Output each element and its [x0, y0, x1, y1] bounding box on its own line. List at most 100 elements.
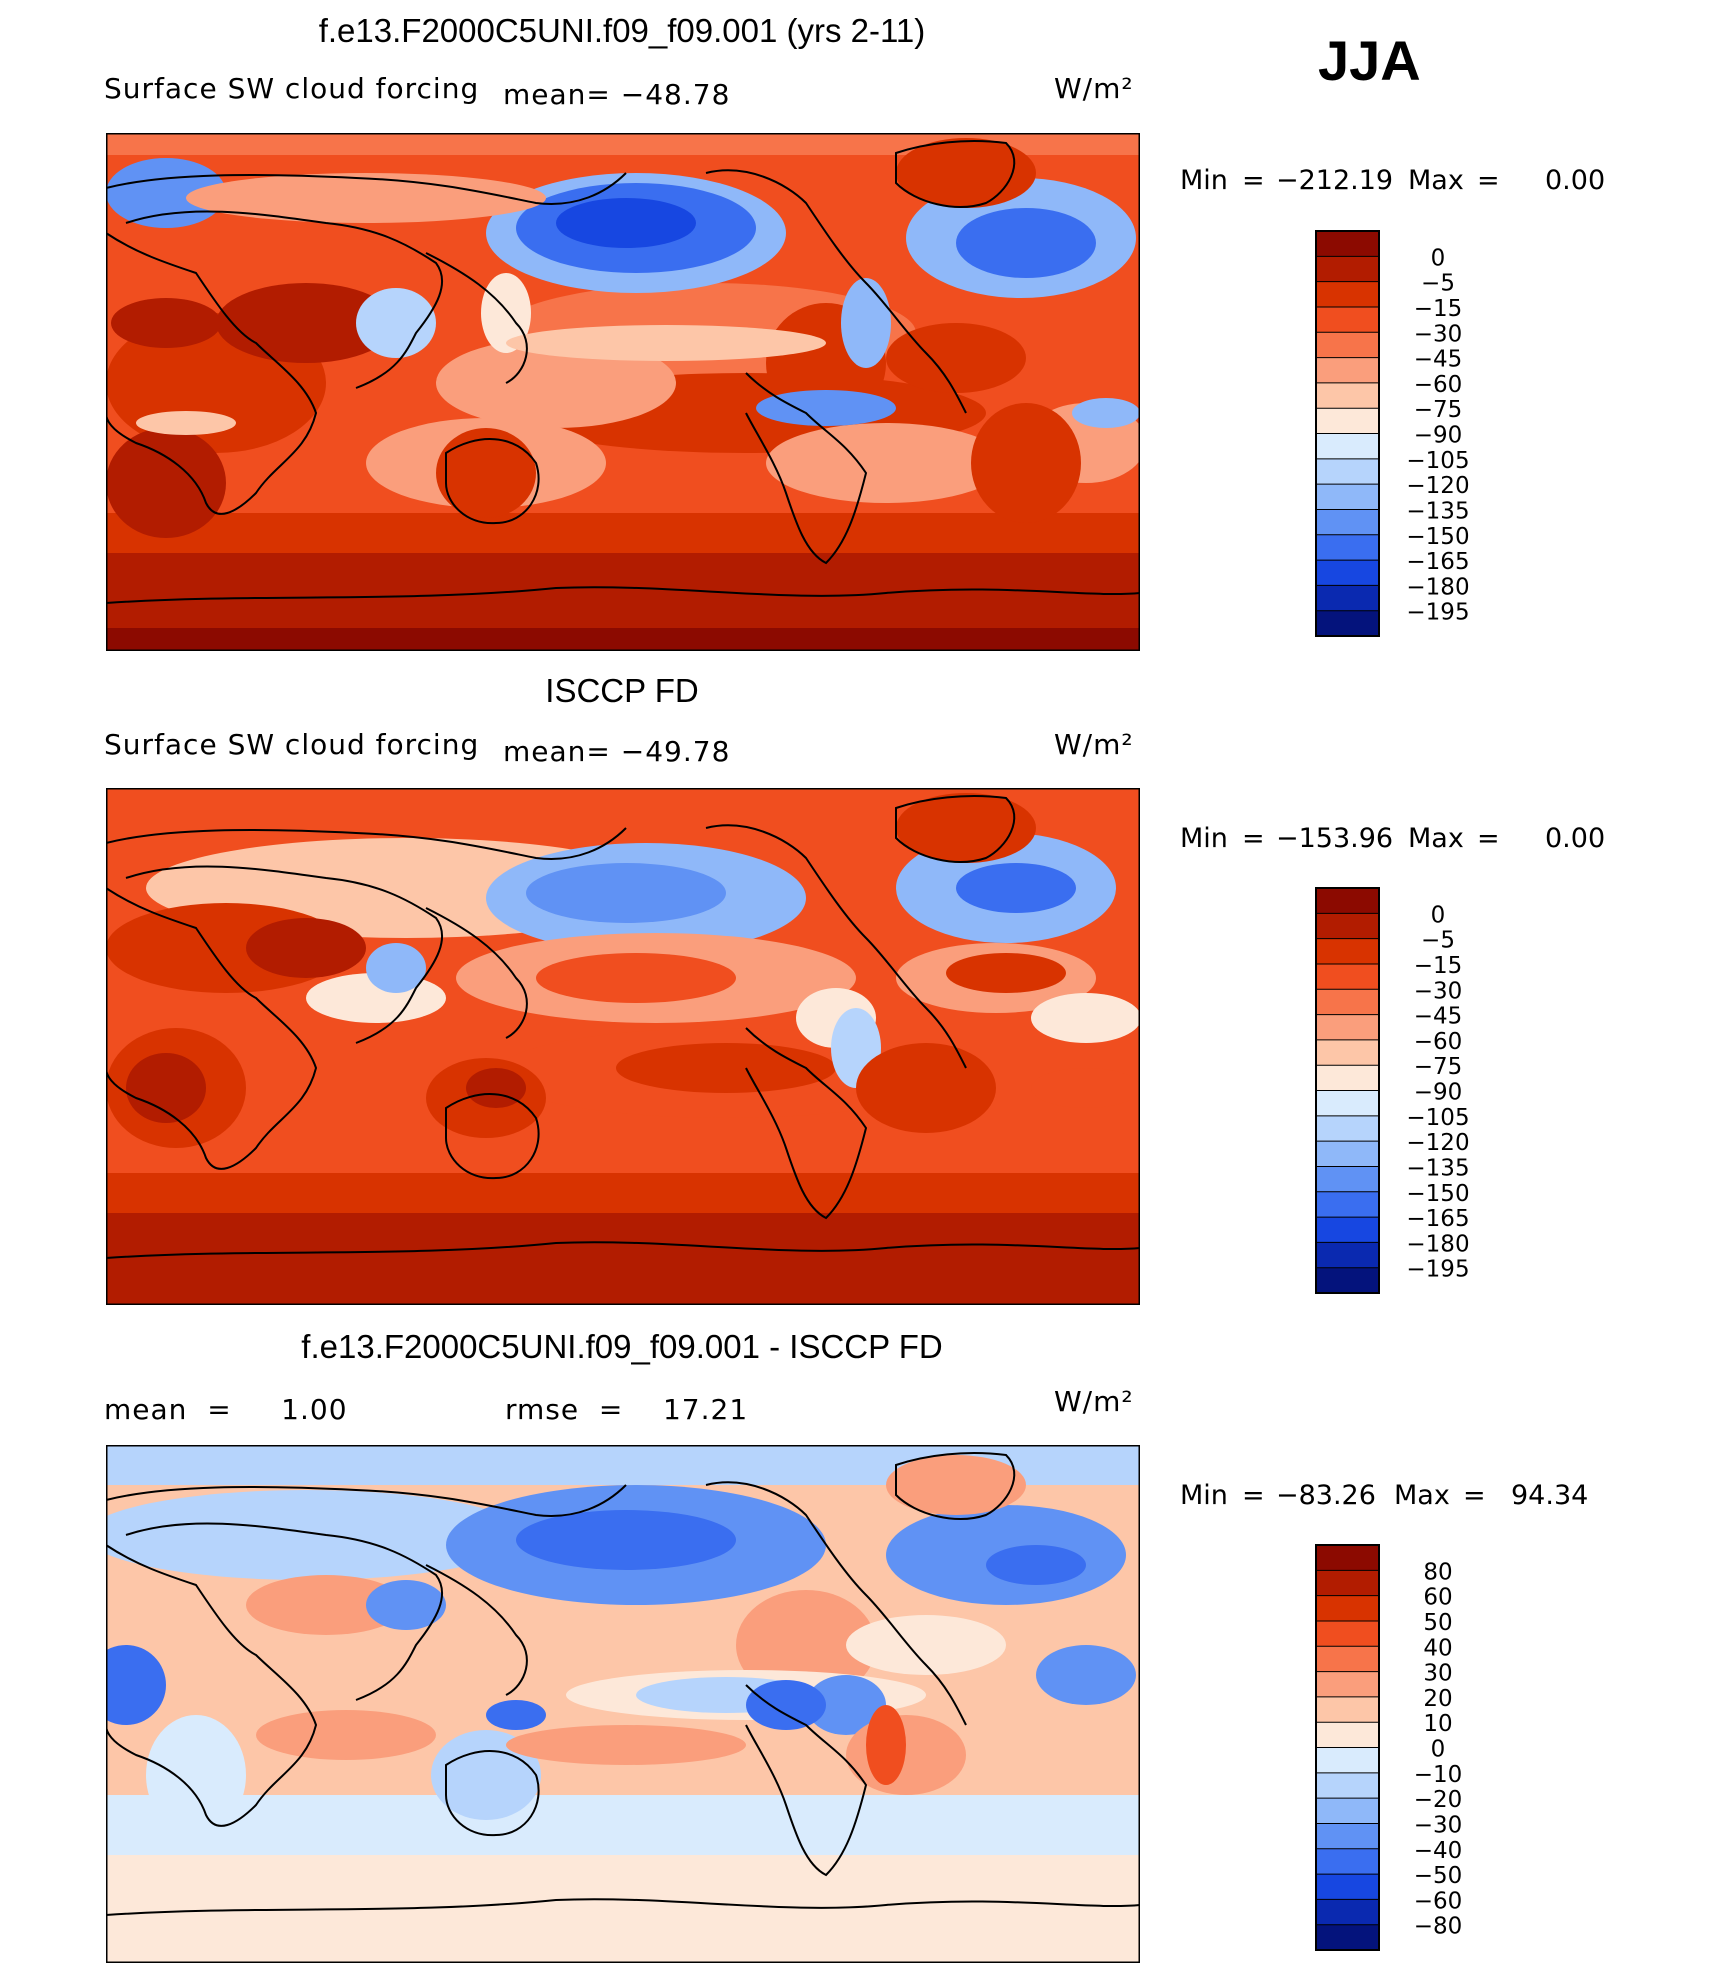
colorbar-tick-label: −60 [1414, 1029, 1463, 1055]
colorbar-tick-label: 30 [1423, 1661, 1452, 1687]
colorbar-tick-label: −30 [1414, 978, 1463, 1004]
colorbar-tick-label: 40 [1423, 1635, 1452, 1661]
colorbar-swatch [1316, 1166, 1379, 1193]
colorbar-swatch [1316, 357, 1379, 384]
colorbar-swatch [1316, 610, 1379, 637]
colorbar-tick-label: −90 [1414, 423, 1463, 449]
colorbar-swatch [1316, 256, 1379, 283]
colorbar-swatch [1316, 1722, 1379, 1748]
colorbar-swatch [1316, 1217, 1379, 1243]
colorbar-swatch [1316, 1039, 1379, 1066]
panel-2-min-value: −153.96 [1276, 823, 1394, 854]
colorbar-swatch [1316, 1646, 1379, 1673]
panel-3-min-label: Min [1180, 1480, 1228, 1511]
colorbar-tick-label: −45 [1414, 1004, 1463, 1030]
colorbar-swatch [1316, 1570, 1379, 1597]
colorbar-swatch [1316, 963, 1379, 990]
colorbar-swatch [1316, 509, 1379, 536]
colorbar-swatch [1316, 1115, 1379, 1142]
colorbar-tick-label: −80 [1414, 1914, 1463, 1940]
panel-3-title: f.e13.F2000C5UNI.f09_f09.001 - ISCCP FD [301, 1328, 943, 1365]
colorbar-swatch [1316, 1545, 1379, 1571]
colorbar-swatch [1316, 484, 1379, 510]
panel-2-units: W/m² [1054, 728, 1134, 761]
panel-3-map [106, 1445, 1140, 1963]
colorbar-swatch [1316, 1696, 1379, 1723]
colorbar-swatch [1316, 1848, 1379, 1875]
colorbar-tick-label: −90 [1414, 1080, 1463, 1106]
colorbar-tick-label: −180 [1406, 574, 1469, 600]
panel-2-min-label: Min [1180, 823, 1228, 854]
colorbar-swatch [1316, 382, 1379, 409]
colorbar-swatch [1316, 534, 1379, 561]
colorbar-swatch [1316, 989, 1379, 1016]
colorbar-swatch [1316, 1090, 1379, 1117]
panel-3-min-eq: = [1242, 1480, 1265, 1511]
panel-3-rmse-label: rmse = 17.21 [505, 1393, 749, 1426]
panel-2-mean-label: mean= −49.78 [503, 735, 731, 768]
colorbar-tick-label: 20 [1423, 1686, 1452, 1712]
panel-1-max-eq: = [1477, 165, 1500, 196]
colorbar-border [1315, 230, 1380, 637]
colorbar-tick-label: −15 [1414, 296, 1463, 322]
panel-1-colorbar: 0−5−15−30−45−60−75−90−105−120−135−150−16… [1315, 230, 1470, 637]
panel-3-mean-label: mean = 1.00 [104, 1393, 348, 1426]
panel-1-min-eq: = [1242, 165, 1265, 196]
colorbar-swatch [1316, 1671, 1379, 1698]
panel-1-mean-label: mean= −48.78 [503, 78, 731, 111]
colorbar-swatch [1316, 1191, 1379, 1218]
colorbar-tick-label: −60 [1414, 372, 1463, 398]
colorbar-tick-label: −75 [1414, 1054, 1463, 1080]
colorbar-swatch [1316, 231, 1379, 257]
panel-1-units: W/m² [1054, 72, 1134, 105]
panel-1-map [106, 133, 1140, 651]
colorbar-swatch [1316, 938, 1379, 965]
panel-2-colorbar: 0−5−15−30−45−60−75−90−105−120−135−150−16… [1315, 887, 1470, 1294]
colorbar-tick-label: −150 [1406, 524, 1469, 550]
colorbar-tick-label: 0 [1431, 245, 1446, 271]
panel-1-variable-label: Surface SW cloud forcing [104, 72, 480, 105]
colorbar-tick-label: −60 [1414, 1888, 1463, 1914]
colorbar-tick-label: 80 [1423, 1559, 1452, 1585]
colorbar-tick-label: 60 [1423, 1585, 1452, 1611]
panel-2-min-eq: = [1242, 823, 1265, 854]
colorbar-swatch [1316, 888, 1379, 914]
colorbar-swatch [1316, 1874, 1379, 1900]
panel-1-title: f.e13.F2000C5UNI.f09_f09.001 (yrs 2-11) [318, 12, 926, 49]
colorbar-tick-label: −30 [1414, 1812, 1463, 1838]
colorbar-tick-label: −195 [1406, 1257, 1469, 1283]
panel-3-max-value: 94.34 [1511, 1480, 1589, 1511]
colorbar-tick-label: 0 [1431, 1737, 1446, 1763]
colorbar-swatch [1316, 1620, 1379, 1647]
colorbar-swatch [1316, 1747, 1379, 1774]
colorbar-swatch [1316, 1595, 1379, 1622]
colorbar-swatch [1316, 1267, 1379, 1294]
colorbar-swatch [1316, 1899, 1379, 1926]
colorbar-swatch [1316, 332, 1379, 359]
colorbar-swatch [1316, 281, 1379, 308]
colorbar-swatch [1316, 1772, 1379, 1799]
season-label: JJA [1318, 29, 1421, 92]
colorbar-tick-label: −105 [1406, 1105, 1469, 1131]
panel-2-variable-label: Surface SW cloud forcing [104, 728, 480, 761]
colorbar-tick-label: −120 [1406, 1130, 1469, 1156]
colorbar-swatch [1316, 433, 1379, 460]
colorbar-border [1315, 887, 1380, 1294]
colorbar-tick-label: −165 [1406, 549, 1469, 575]
panel-3-max-eq: = [1463, 1480, 1486, 1511]
colorbar-tick-label: −5 [1421, 928, 1455, 954]
colorbar-swatch [1316, 408, 1379, 434]
panel-3-units: W/m² [1054, 1385, 1134, 1418]
colorbar-swatch [1316, 585, 1379, 612]
panel-2-max-value: 0.00 [1545, 823, 1606, 854]
colorbar-swatch [1316, 1798, 1379, 1824]
colorbar-tick-label: −20 [1414, 1787, 1463, 1813]
colorbar-tick-label: −5 [1421, 271, 1455, 297]
panel-2-title: ISCCP FD [545, 672, 699, 709]
colorbar-swatch [1316, 1924, 1379, 1951]
colorbar-swatch [1316, 458, 1379, 485]
colorbar-tick-label: −45 [1414, 347, 1463, 373]
panel-1-max-value: 0.00 [1545, 165, 1606, 196]
panel-2-map [106, 788, 1140, 1305]
